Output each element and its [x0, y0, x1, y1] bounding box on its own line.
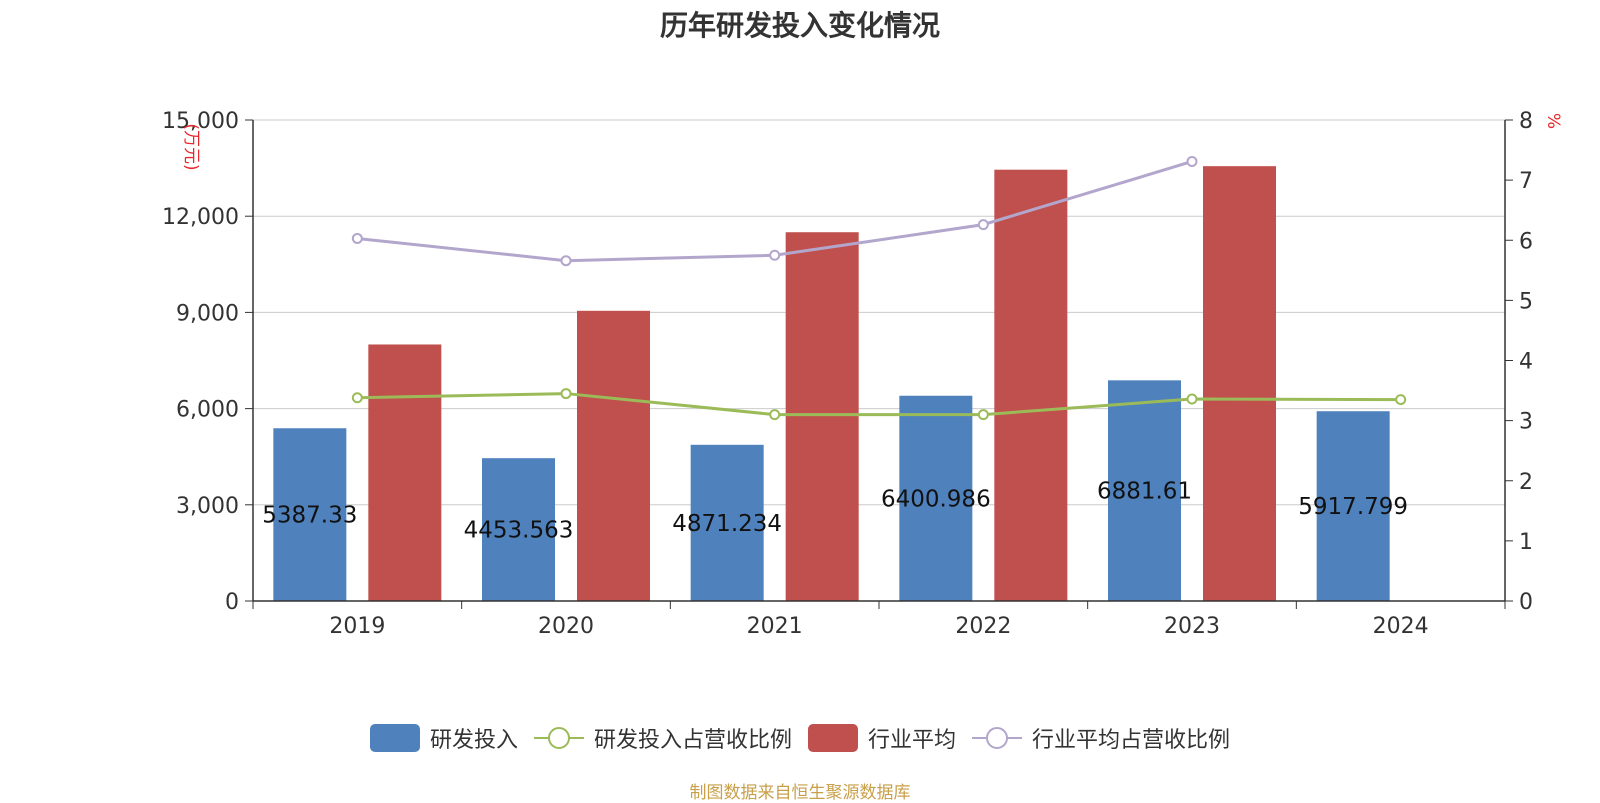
x-axis-tick-label: 2021: [747, 614, 803, 639]
line-layer: [351, 155, 1407, 421]
right-axis-tick-label: 7: [1519, 169, 1533, 194]
legend-label-industry: 行业平均: [868, 728, 957, 753]
bar-rd: [1316, 411, 1390, 601]
legend-item-rd-ratio[interactable]: 研发投入占营收比例: [533, 722, 792, 754]
legend-label-industry-ratio: 行业平均占营收比例: [1032, 728, 1231, 753]
right-axis-tick-label: 8: [1519, 109, 1533, 134]
grid-layer: [253, 119, 1505, 506]
legend: 研发投入 研发投入占营收比例 行业平均 行业平均占营收比例: [0, 718, 1600, 758]
line-point-industry-ratio: [769, 249, 781, 261]
line-point-rd-ratio: [1395, 394, 1407, 406]
right-axis-tick-label: 1: [1519, 530, 1533, 555]
x-axis-tick-label: 2022: [955, 614, 1011, 639]
bar-rd: [690, 444, 764, 601]
right-axis-tick-label: 6: [1519, 229, 1533, 254]
bar-industry: [785, 232, 859, 601]
right-axis-unit: %: [1543, 113, 1563, 129]
left-axis-tick-label: 6,000: [176, 398, 239, 423]
bar-rd: [482, 458, 555, 601]
bar-data-label: 4453.563: [464, 518, 574, 544]
right-axis-tick-label: 0: [1519, 590, 1533, 615]
line-point-rd-ratio: [560, 388, 572, 400]
legend-item-industry-ratio[interactable]: 行业平均占营收比例: [972, 722, 1230, 754]
legend-swatch-rd-ratio: [533, 727, 584, 749]
axis-layer: [245, 119, 1513, 609]
x-axis-tick-label: 2024: [1373, 614, 1429, 639]
label-layer: 0 3,000 6,000 9,000 12,000 15,000 0 1 2 3 4 5 6 7 8 201…: [162, 109, 1533, 639]
x-axis-tick-label: 2023: [1164, 614, 1220, 639]
line-point-industry-ratio: [560, 255, 572, 267]
source-note: 制图数据来自恒生聚源数据库: [689, 783, 911, 803]
line-point-rd-ratio: [769, 409, 781, 421]
left-axis-unit: (万元): [181, 123, 201, 170]
bar-rd: [1108, 380, 1181, 601]
bar-industry: [577, 310, 650, 601]
bar-data-label: 4871.234: [672, 511, 782, 537]
legend-item-rd[interactable]: 研发投入: [369, 722, 518, 754]
left-axis-tick-label: 15,000: [162, 109, 239, 134]
line-point-industry-ratio: [351, 232, 363, 244]
bar-rd: [899, 395, 973, 601]
line-point-rd-ratio: [351, 392, 363, 404]
legend-swatch-industry: [808, 724, 858, 752]
series-line-rd-ratio: [357, 392, 1401, 417]
bar-rd: [273, 428, 347, 601]
x-axis-tick-label: 2019: [329, 614, 385, 639]
legend-label-rd: 研发投入: [429, 728, 518, 753]
left-axis-tick-label: 12,000: [162, 205, 239, 230]
bar-layer: [273, 166, 1390, 601]
line-point-rd-ratio: [1186, 393, 1198, 405]
left-axis-tick-label: 0: [225, 590, 239, 615]
line-point-industry-ratio: [1186, 155, 1198, 167]
legend-swatch-industry-ratio: [972, 727, 1023, 749]
bar-industry: [994, 169, 1068, 601]
x-axis-tick-label: 2020: [538, 614, 594, 639]
right-axis-tick-label: 2: [1519, 470, 1533, 495]
legend-label-rd-ratio: 研发投入占营收比例: [593, 728, 792, 753]
left-axis-tick-label: 9,000: [176, 301, 239, 326]
line-point-industry-ratio: [977, 219, 989, 231]
left-axis-tick-label: 3,000: [176, 494, 239, 519]
right-axis-tick-label: 5: [1519, 289, 1533, 314]
bar-industry: [368, 344, 442, 601]
bar-data-label: 6881.61: [1097, 479, 1192, 505]
bar-data-label: 6400.986: [881, 486, 991, 512]
legend-item-industry[interactable]: 行业平均: [808, 722, 956, 754]
right-axis-tick-label: 4: [1519, 350, 1533, 375]
right-axis-tick-label: 3: [1519, 410, 1533, 435]
bar-industry: [1203, 166, 1276, 601]
bar-data-label: 5387.33: [262, 503, 357, 529]
line-point-rd-ratio: [977, 409, 989, 421]
legend-swatch-rd: [369, 724, 420, 752]
chart-title: 历年研发投入变化情况: [659, 9, 940, 42]
bar-data-label: 5917.799: [1298, 494, 1408, 520]
